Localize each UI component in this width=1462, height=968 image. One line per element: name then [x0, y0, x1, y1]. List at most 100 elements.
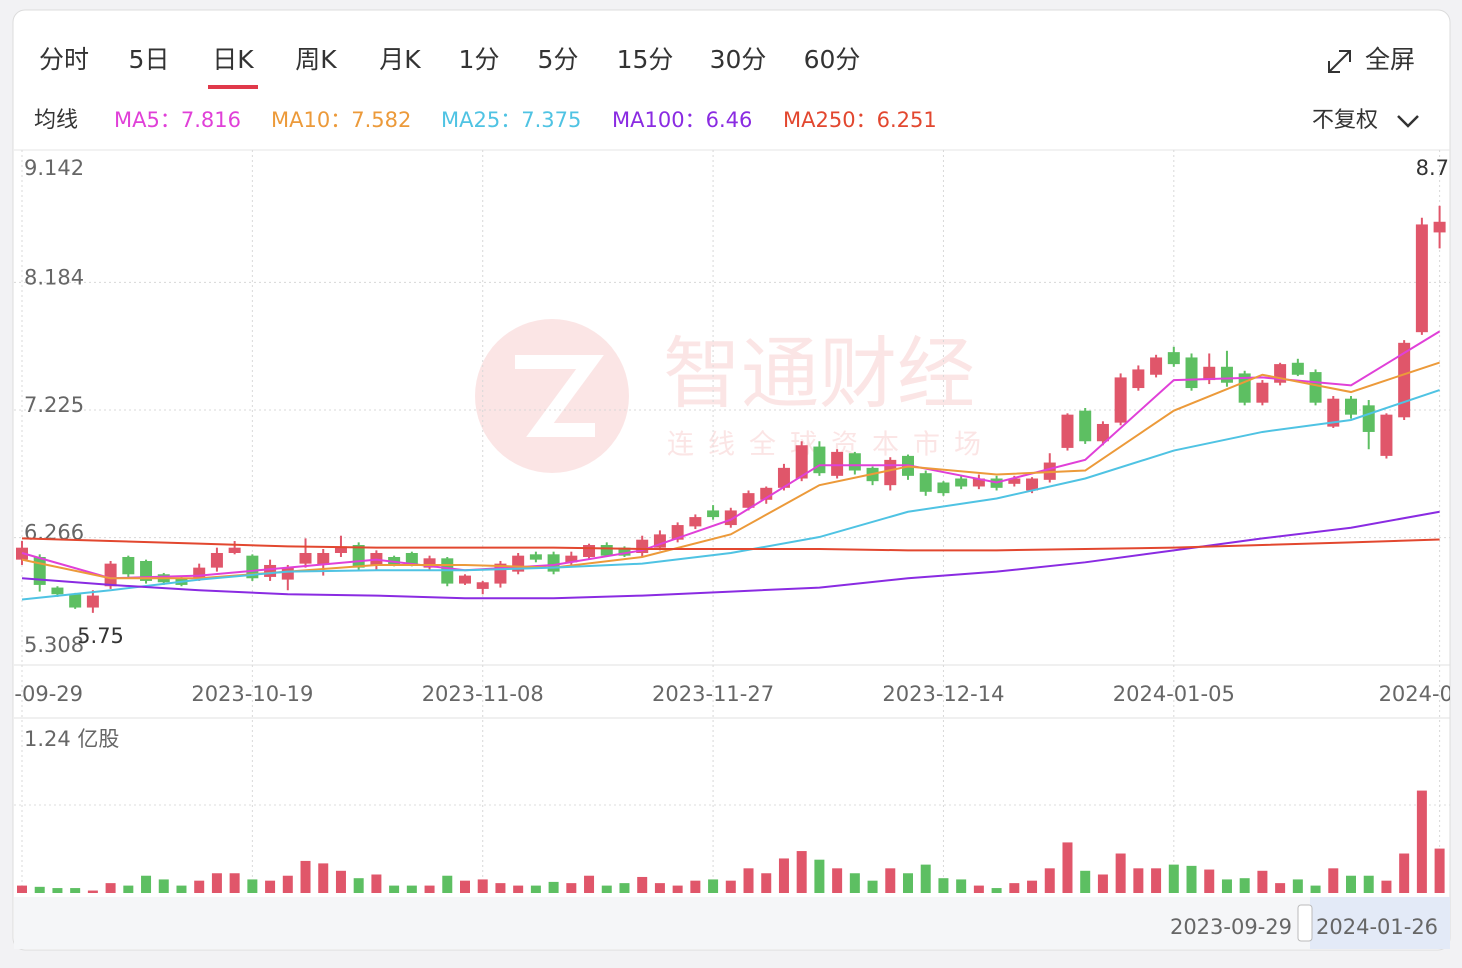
ma-legend: MA25：7.375	[441, 108, 581, 132]
candle-body	[264, 564, 277, 577]
volume-bar	[903, 873, 913, 893]
volume-bar	[1221, 879, 1232, 893]
chevron[interactable]	[1397, 115, 1419, 128]
x-tick-label: 2023-11-27	[652, 682, 774, 706]
ma-legend-name: MA5：	[114, 108, 181, 132]
candle-body	[547, 554, 560, 572]
volume-bar	[34, 886, 45, 893]
volume-bar	[513, 885, 524, 893]
candle-body	[1415, 224, 1428, 333]
candle-body	[140, 560, 153, 581]
ma-line	[21, 537, 1440, 552]
volume-bar	[87, 890, 98, 893]
volume-bar	[282, 875, 293, 893]
fullscreen-button[interactable]: 全屏	[1365, 45, 1415, 74]
volume-bar	[1186, 865, 1197, 893]
candle-body	[689, 517, 702, 527]
candle-body	[334, 546, 347, 553]
tab[interactable]: 分时	[39, 45, 89, 74]
volume-bar	[1151, 868, 1162, 893]
candle-body	[281, 567, 294, 580]
volume-bar	[1434, 848, 1445, 893]
tab[interactable]: 日K	[212, 45, 254, 74]
tab[interactable]: 月K	[379, 45, 421, 74]
volume-bar	[1275, 883, 1286, 893]
tab[interactable]: 5日	[129, 45, 170, 74]
volume-bar	[1027, 880, 1038, 893]
volume-bar	[123, 885, 134, 893]
navigator-end: 2024-01-26	[1316, 915, 1438, 939]
volume-bar	[1310, 885, 1321, 893]
tab[interactable]: 1分	[459, 45, 500, 74]
candle-body	[423, 558, 436, 568]
volume-bar	[176, 885, 187, 893]
volume-bar	[1168, 864, 1179, 893]
adjust-select[interactable]: 不复权	[1312, 108, 1378, 133]
volume-bar	[654, 883, 665, 893]
candle-body	[565, 555, 578, 563]
volume-bar	[406, 885, 417, 893]
candle-body	[69, 594, 82, 608]
tab[interactable]: 5分	[538, 45, 579, 74]
candle-body	[210, 552, 223, 568]
tab[interactable]: 30分	[710, 45, 767, 74]
candle-body	[86, 595, 99, 608]
volume-bar	[973, 885, 984, 893]
candle-body	[600, 545, 613, 556]
volume-bar	[194, 880, 205, 893]
candle-body	[795, 445, 808, 479]
tab[interactable]: 15分	[617, 45, 674, 74]
candle-body	[813, 446, 826, 474]
volume-bar	[335, 870, 346, 893]
candle-body	[1150, 357, 1163, 375]
candle-body	[760, 487, 773, 500]
volume-bar	[796, 851, 807, 893]
tab[interactable]: 周K	[295, 45, 337, 74]
watermark: 智通财经 连线全球资本市场	[475, 319, 981, 473]
volume-bar	[424, 885, 435, 893]
volume-bar	[601, 885, 612, 893]
candle-body	[299, 552, 312, 564]
navigator-handle[interactable]	[1297, 904, 1313, 942]
volume-bar	[938, 878, 949, 893]
candle-body	[459, 575, 471, 584]
ma-legend: MA100：6.46	[612, 108, 752, 132]
x-tick-label: 2023-10-19	[191, 682, 313, 706]
ma-legend: MA10：7.582	[271, 108, 411, 132]
x-tick-label: 2023-09-29	[0, 682, 83, 706]
candle-body	[1132, 369, 1145, 389]
volume-bar	[1009, 883, 1020, 893]
volume-bar	[229, 873, 240, 893]
y-tick-label: 6.266	[24, 521, 84, 545]
candle-body	[583, 545, 596, 557]
candle-body	[848, 453, 861, 471]
plot: 5.308 6.266 7.225 8.184 9.142 2023-09-29 2023-…	[0, 150, 1450, 893]
fullscreen-icon[interactable]	[1328, 50, 1351, 73]
volume-bar	[832, 868, 843, 893]
card	[12, 9, 1451, 951]
volume-bar	[318, 863, 329, 893]
tab[interactable]: 60分	[804, 45, 861, 74]
extreme-label: 8.7	[1416, 156, 1449, 180]
volume-bar	[619, 883, 630, 893]
volume-bar	[1204, 869, 1215, 893]
candle-body	[1220, 366, 1233, 383]
ma-line	[21, 389, 1440, 601]
ma-legend-value: 7.375	[521, 108, 581, 132]
volume-label: 1.24 亿股	[24, 727, 119, 751]
volume-bar	[1239, 878, 1250, 893]
volume-bar	[353, 878, 364, 893]
volume-bar	[956, 879, 967, 893]
candle-body	[1096, 423, 1109, 442]
extreme-label: 5.75	[77, 624, 124, 648]
candle-body	[51, 587, 64, 595]
y-tick-label: 9.142	[24, 156, 84, 180]
ma-line	[21, 330, 1441, 580]
candle-body	[1345, 398, 1357, 415]
volume-bar	[1346, 875, 1356, 893]
ma-legend-name: MA100：	[612, 108, 706, 132]
ma-legend-value: 6.251	[877, 108, 937, 132]
navigator-selection[interactable]	[1310, 897, 1450, 949]
